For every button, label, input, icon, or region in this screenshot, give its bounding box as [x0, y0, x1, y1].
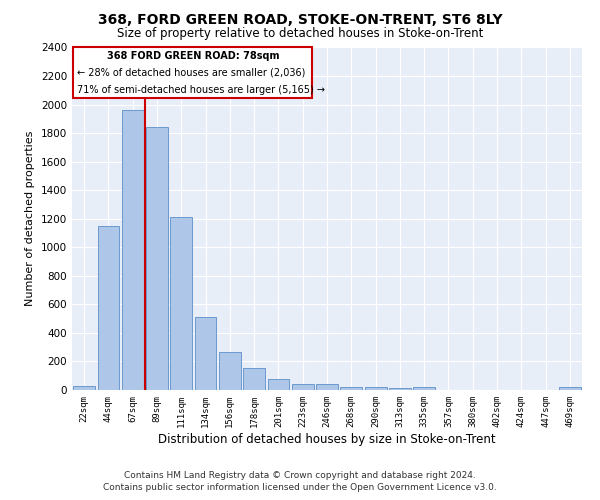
Bar: [97, 226, 119, 390]
Text: ← 28% of detached houses are smaller (2,036): ← 28% of detached houses are smaller (2,…: [77, 68, 305, 78]
Text: Size of property relative to detached houses in Stoke-on-Trent: Size of property relative to detached ho…: [117, 28, 483, 40]
Bar: [146, 128, 168, 390]
Y-axis label: Number of detached properties: Number of detached properties: [25, 131, 35, 306]
Bar: [73, 386, 95, 390]
FancyBboxPatch shape: [73, 48, 313, 98]
X-axis label: Distribution of detached houses by size in Stoke-on-Trent: Distribution of detached houses by size …: [158, 432, 496, 446]
Bar: [559, 387, 581, 390]
Text: 368 FORD GREEN ROAD: 78sqm: 368 FORD GREEN ROAD: 78sqm: [107, 51, 279, 61]
Bar: [340, 387, 362, 390]
Bar: [219, 352, 241, 390]
Bar: [365, 387, 386, 390]
Bar: [194, 317, 217, 390]
Bar: [243, 368, 265, 390]
Bar: [316, 384, 338, 390]
Bar: [122, 110, 143, 390]
Bar: [170, 218, 192, 390]
Text: 71% of semi-detached houses are larger (5,165) →: 71% of semi-detached houses are larger (…: [77, 84, 325, 94]
Bar: [413, 387, 435, 390]
Bar: [292, 384, 314, 390]
Text: Contains HM Land Registry data © Crown copyright and database right 2024.
Contai: Contains HM Land Registry data © Crown c…: [103, 471, 497, 492]
Bar: [268, 378, 289, 390]
Text: 368, FORD GREEN ROAD, STOKE-ON-TRENT, ST6 8LY: 368, FORD GREEN ROAD, STOKE-ON-TRENT, ST…: [98, 12, 502, 26]
Bar: [389, 388, 411, 390]
